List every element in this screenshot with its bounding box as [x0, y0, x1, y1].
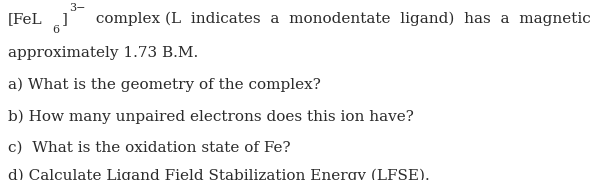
Text: ]: ] [62, 12, 68, 26]
Text: b) How many unpaired electrons does this ion have?: b) How many unpaired electrons does this… [8, 110, 413, 125]
Text: complex (L  indicates  a  monodentate  ligand)  has  a  magnetic  moment  of: complex (L indicates a monodentate ligan… [91, 12, 600, 26]
Text: 6: 6 [52, 25, 59, 35]
Text: 3−: 3− [69, 3, 86, 13]
Text: c)  What is the oxidation state of Fe?: c) What is the oxidation state of Fe? [8, 140, 290, 154]
Text: approximately 1.73 B.M.: approximately 1.73 B.M. [8, 46, 198, 60]
Text: d) Calculate Ligand Field Stabilization Energy (LFSE).: d) Calculate Ligand Field Stabilization … [8, 169, 430, 180]
Text: a) What is the geometry of the complex?: a) What is the geometry of the complex? [8, 78, 320, 92]
Text: [FeL: [FeL [8, 12, 43, 26]
